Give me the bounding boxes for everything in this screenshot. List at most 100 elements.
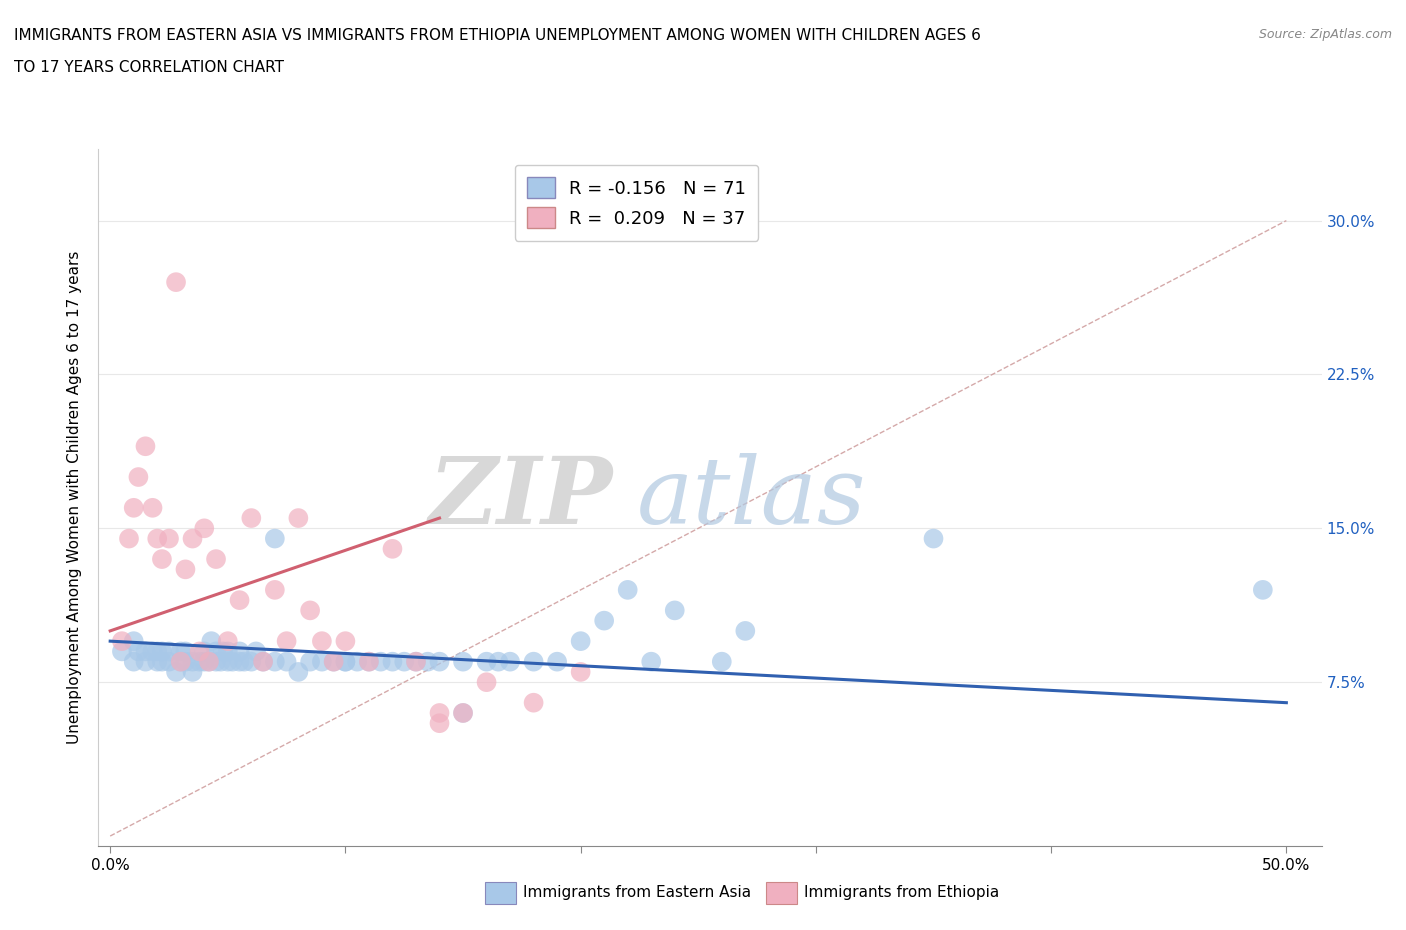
Point (546, 654, 568, 669)
Point (217, 644, 239, 658)
Point (322, 654, 344, 669)
Point (198, 654, 221, 669)
Point (734, 623, 756, 638)
Point (311, 633, 333, 648)
Point (181, 654, 204, 669)
Point (157, 531, 180, 546)
Text: atlas: atlas (637, 453, 866, 542)
Point (664, 603, 686, 618)
Point (212, 644, 235, 658)
Point (263, 582, 285, 597)
Point (276, 654, 298, 669)
Point (193, 654, 215, 669)
Point (188, 654, 211, 669)
Text: Source: ZipAtlas.com: Source: ZipAtlas.com (1258, 28, 1392, 41)
Point (170, 644, 193, 658)
Point (475, 675, 498, 690)
Point (240, 654, 263, 669)
Point (523, 696, 546, 711)
Point (475, 654, 498, 669)
Text: ZIP: ZIP (427, 453, 612, 542)
Point (276, 633, 298, 648)
Point (287, 511, 309, 525)
Point (299, 603, 322, 618)
Point (616, 582, 638, 597)
Point (118, 531, 141, 546)
Point (146, 531, 169, 546)
Point (200, 633, 222, 648)
Point (205, 551, 228, 566)
Point (263, 531, 285, 546)
Point (322, 654, 344, 669)
Point (122, 633, 145, 648)
Point (134, 654, 156, 669)
Point (486, 654, 509, 669)
Point (122, 500, 145, 515)
Point (146, 644, 169, 658)
Point (217, 633, 239, 648)
Text: IMMIGRANTS FROM EASTERN ASIA VS IMMIGRANTS FROM ETHIOPIA UNEMPLOYMENT AMONG WOME: IMMIGRANTS FROM EASTERN ASIA VS IMMIGRAN… (14, 28, 981, 43)
Point (392, 654, 416, 669)
Point (134, 439, 156, 454)
Point (346, 654, 368, 669)
Point (217, 654, 239, 669)
Point (181, 665, 204, 680)
Point (205, 644, 228, 658)
Text: Immigrants from Eastern Asia: Immigrants from Eastern Asia (523, 885, 751, 900)
Point (221, 654, 243, 669)
Point (451, 706, 474, 721)
Text: TO 17 YEARS CORRELATION CHART: TO 17 YEARS CORRELATION CHART (14, 60, 284, 75)
Point (357, 654, 380, 669)
Point (111, 633, 134, 648)
Point (569, 633, 592, 648)
Point (240, 511, 263, 525)
Point (311, 654, 333, 669)
Point (228, 592, 250, 607)
Point (170, 654, 193, 669)
Point (170, 654, 193, 669)
Point (299, 654, 322, 669)
Point (146, 654, 169, 669)
Point (245, 644, 267, 658)
Point (157, 644, 180, 658)
Point (122, 654, 145, 669)
Point (335, 654, 357, 669)
Point (287, 665, 309, 680)
Legend: R = -0.156   N = 71, R =  0.209   N = 37: R = -0.156 N = 71, R = 0.209 N = 37 (515, 165, 758, 241)
Point (165, 665, 187, 680)
Point (174, 654, 197, 669)
Point (523, 654, 546, 669)
Point (593, 613, 616, 628)
Point (181, 531, 204, 546)
Point (381, 541, 404, 556)
Point (335, 654, 357, 669)
Point (165, 274, 187, 289)
Point (381, 654, 404, 669)
Point (569, 665, 592, 680)
Point (127, 644, 149, 658)
Point (228, 654, 250, 669)
Point (429, 706, 451, 721)
Point (193, 644, 215, 658)
Point (141, 500, 163, 515)
Point (429, 716, 451, 731)
Point (188, 644, 211, 658)
Point (174, 644, 197, 658)
Point (499, 654, 522, 669)
Point (150, 551, 173, 566)
Point (205, 654, 228, 669)
Point (357, 654, 380, 669)
Point (640, 654, 662, 669)
Point (335, 633, 357, 648)
Point (1251, 582, 1274, 597)
Point (710, 654, 733, 669)
Point (451, 654, 474, 669)
Point (193, 521, 215, 536)
Point (252, 654, 274, 669)
Point (174, 562, 197, 577)
Point (157, 654, 180, 669)
Point (429, 654, 451, 669)
Point (150, 654, 173, 669)
Point (141, 644, 163, 658)
Point (134, 644, 156, 658)
